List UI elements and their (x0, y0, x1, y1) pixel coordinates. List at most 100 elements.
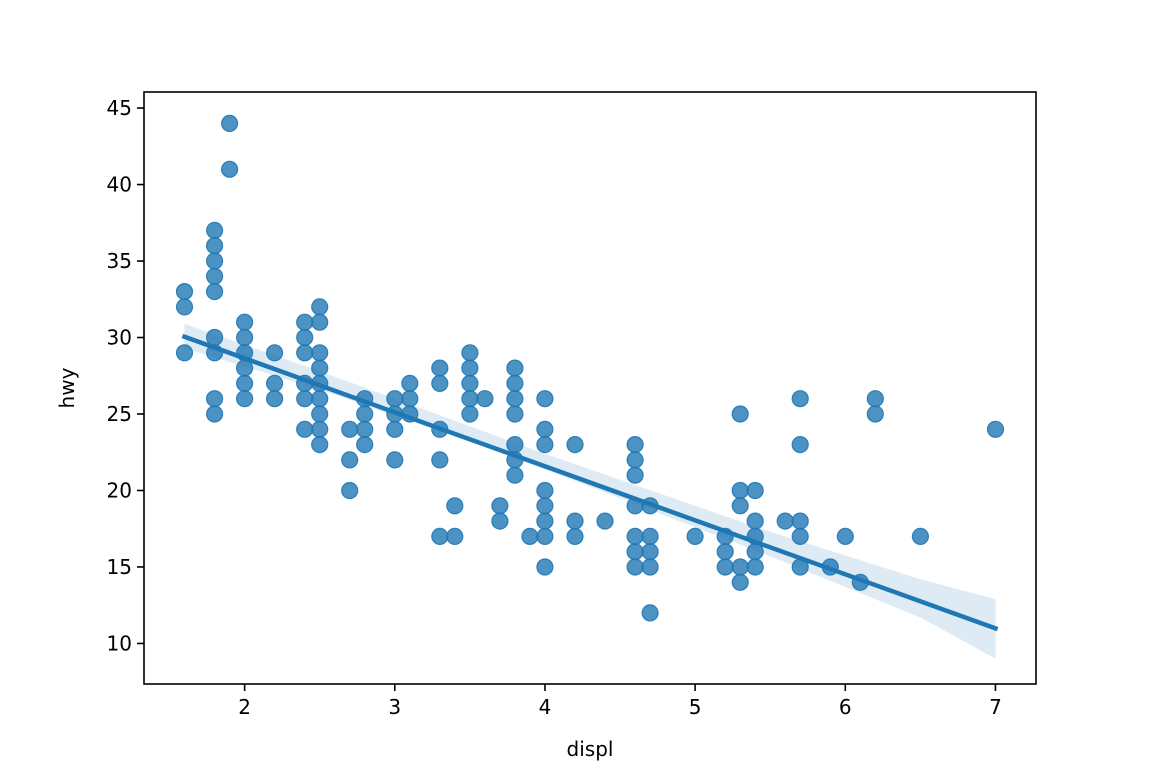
data-point (311, 359, 329, 377)
y-tick-label: 10 (107, 631, 132, 655)
y-tick-label: 25 (107, 402, 132, 426)
x-axis-title: displ (567, 737, 614, 761)
data-point (596, 512, 614, 530)
data-point (866, 390, 884, 408)
x-axis: 2 3 4 5 6 7 (238, 684, 1002, 719)
y-tick-label: 15 (107, 555, 132, 579)
x-tick-label: 6 (839, 695, 852, 719)
data-point (386, 420, 404, 438)
data-point (311, 405, 329, 423)
data-point (986, 420, 1005, 438)
data-point (311, 344, 329, 362)
data-point (461, 405, 479, 423)
data-point (296, 390, 314, 408)
data-point (266, 374, 284, 392)
data-point (626, 466, 644, 484)
data-point (536, 420, 554, 438)
data-point (206, 252, 224, 270)
data-point (461, 359, 479, 377)
data-point (341, 481, 359, 500)
data-point (206, 283, 224, 301)
data-point (746, 558, 764, 576)
data-point (461, 390, 479, 408)
data-point (506, 390, 524, 408)
y-axis: 10 15 20 25 30 35 40 45 (107, 96, 144, 655)
data-point (206, 405, 224, 423)
data-point (266, 390, 284, 408)
data-point (386, 390, 404, 408)
data-point (506, 436, 524, 454)
data-point (296, 420, 314, 438)
data-point (626, 543, 644, 561)
data-point (356, 436, 374, 454)
data-point (731, 573, 749, 591)
data-point (311, 390, 329, 408)
data-point (566, 436, 584, 454)
data-point (296, 344, 314, 362)
data-point (791, 527, 809, 546)
data-point (536, 390, 554, 408)
data-point (746, 512, 764, 530)
data-point (536, 436, 554, 454)
y-tick-label: 30 (107, 326, 132, 350)
data-point (641, 527, 659, 546)
data-point (641, 558, 659, 576)
data-point (566, 512, 584, 530)
y-tick-label: 45 (107, 96, 132, 120)
data-point (536, 497, 554, 515)
data-point (866, 405, 884, 423)
data-point (746, 481, 764, 500)
data-point (311, 420, 329, 438)
data-point (206, 328, 224, 347)
data-point (491, 497, 509, 515)
x-tick-label: 4 (539, 695, 552, 719)
data-point (356, 420, 374, 438)
data-point (791, 390, 809, 408)
y-tick-label: 40 (107, 173, 132, 197)
data-point (175, 283, 194, 301)
y-tick-label: 35 (107, 249, 132, 273)
data-point (431, 451, 449, 469)
data-point (311, 436, 329, 454)
data-point (686, 527, 704, 546)
data-point (506, 405, 524, 423)
data-point (341, 420, 359, 438)
data-point (536, 512, 554, 530)
regression-line (181, 333, 999, 632)
data-point (626, 527, 644, 546)
data-point (776, 512, 794, 530)
data-point (626, 558, 644, 576)
data-point (791, 512, 809, 530)
data-point (626, 436, 644, 454)
data-point (311, 313, 329, 331)
points-layer (175, 114, 1005, 622)
data-point (296, 313, 314, 331)
data-point (175, 344, 194, 362)
data-point (506, 374, 524, 392)
data-point (536, 558, 554, 576)
regression-line-layer (181, 333, 999, 632)
y-tick-label: 20 (107, 478, 132, 502)
data-point (506, 359, 524, 377)
data-point (731, 481, 749, 500)
x-tick-label: 7 (989, 695, 1002, 719)
x-tick-label: 3 (388, 695, 401, 719)
data-point (431, 527, 449, 546)
data-point (296, 328, 314, 347)
data-point (716, 543, 734, 561)
data-point (221, 114, 239, 133)
data-point (911, 527, 930, 546)
data-point (206, 267, 224, 285)
data-point (431, 374, 449, 392)
data-point (641, 604, 659, 622)
data-point (206, 237, 224, 255)
data-point (386, 451, 404, 469)
data-point (446, 497, 464, 515)
data-point (311, 298, 329, 316)
data-point (716, 558, 734, 576)
data-point (175, 298, 194, 316)
data-point (446, 527, 464, 546)
data-point (641, 543, 659, 561)
